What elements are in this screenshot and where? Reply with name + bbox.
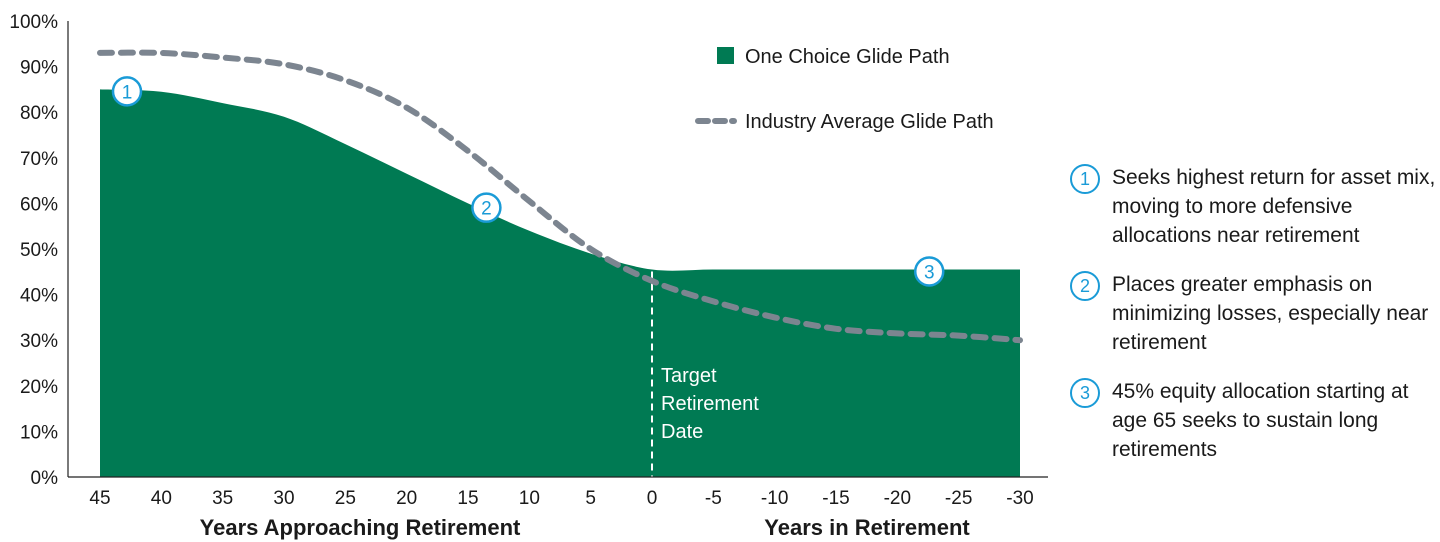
x-tick-label: -10 <box>761 488 788 509</box>
y-tick-label: 40% <box>20 286 58 307</box>
marker-badge-number: 3 <box>924 263 935 284</box>
legend-swatch-one-choice <box>717 47 734 64</box>
x-tick-label: 40 <box>151 488 172 509</box>
target-retirement-label: Retirement <box>661 393 759 415</box>
y-tick-label: 50% <box>20 240 58 261</box>
marker-badge-number: 2 <box>481 199 492 220</box>
y-tick-label: 10% <box>20 422 58 443</box>
x-tick-label: -25 <box>945 488 972 509</box>
markers: 1 2 3 <box>111 76 945 287</box>
note-text: 45% equity allocation starting at age 65… <box>1112 380 1409 461</box>
note-text: Places greater emphasis on minimizing lo… <box>1112 273 1429 354</box>
x-tick-label: 45 <box>89 488 110 509</box>
area-layer <box>100 89 1020 478</box>
note-number-badge: 1 <box>1070 164 1100 194</box>
industry-average-line <box>97 49 1023 344</box>
y-tick-label: 80% <box>20 103 58 124</box>
x-tick-label: 30 <box>273 488 294 509</box>
note-number-badge: 2 <box>1070 271 1100 301</box>
x-tick-label: 0 <box>647 488 658 509</box>
marker-badge-circle <box>111 76 143 107</box>
x-axis-title-right: Years in Retirement <box>764 515 970 540</box>
marker-badge-number: 1 <box>122 82 133 103</box>
note-item: 3 45% equity allocation starting at age … <box>1068 377 1440 464</box>
legend-label-one-choice: One Choice Glide Path <box>745 46 950 68</box>
x-tick-label: 35 <box>212 488 233 509</box>
target-retirement-label: Date <box>661 421 703 443</box>
x-axis-title-left: Years Approaching Retirement <box>200 515 521 540</box>
y-tick-label: 90% <box>20 58 58 79</box>
note-item: 2 Places greater emphasis on minimizing … <box>1068 270 1440 357</box>
note-item: 1 Seeks highest return for asset mix, mo… <box>1068 163 1440 250</box>
line-layer <box>97 49 1023 344</box>
target-retirement-label: Target <box>661 365 717 387</box>
x-tick-label: -30 <box>1006 488 1033 509</box>
x-tick-label: 20 <box>396 488 417 509</box>
target-layer: Target Retirement Date <box>651 271 759 477</box>
x-tick-label: 15 <box>457 488 478 509</box>
one-choice-area <box>100 89 1020 478</box>
x-tick-label: -5 <box>705 488 722 509</box>
y-tick-label: 20% <box>20 377 58 398</box>
x-tick-label: -15 <box>822 488 849 509</box>
y-tick-label: 70% <box>20 149 58 170</box>
notes-panel: 1 Seeks highest return for asset mix, mo… <box>1068 163 1440 484</box>
x-tick-label: 25 <box>335 488 356 509</box>
axes <box>67 21 1048 478</box>
y-tick-label: 100% <box>9 12 58 33</box>
y-tick-label: 30% <box>20 331 58 352</box>
tick-labels: 100%90%80%70%60%50%40%30%20%10%0%45 40 35 3… <box>9 12 1033 509</box>
note-number-badge: 3 <box>1070 378 1100 408</box>
x-tick-label: 10 <box>519 488 540 509</box>
marker-badge-circle <box>913 256 945 287</box>
legend-label-industry-average: Industry Average Glide Path <box>745 111 994 133</box>
x-tick-label: 5 <box>585 488 596 509</box>
marker-badge-circle <box>471 192 502 223</box>
y-tick-label: 0% <box>31 468 59 489</box>
x-tick-label: -20 <box>884 488 911 509</box>
legend: One Choice Glide Path Industry Average Gl… <box>695 46 994 133</box>
y-tick-label: 60% <box>20 194 58 215</box>
note-text: Seeks highest return for asset mix, movi… <box>1112 166 1436 247</box>
